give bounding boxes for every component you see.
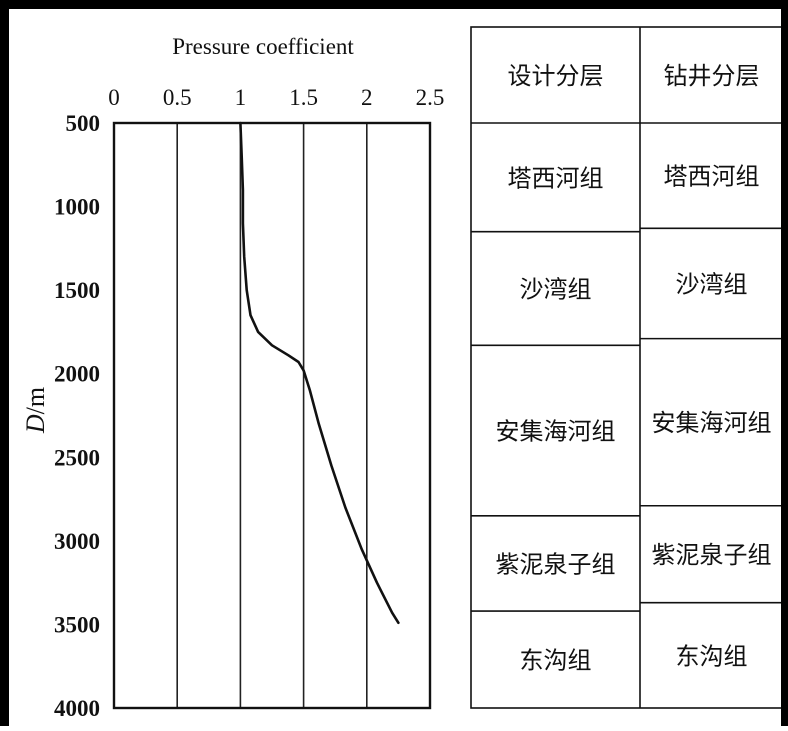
x-tick-label: 0.5 bbox=[163, 85, 192, 110]
y-tick-label: 500 bbox=[66, 111, 101, 136]
x-tick-labels: 0 0.5 1 1.5 2 2.5 bbox=[108, 85, 444, 110]
frame-border-right bbox=[781, 0, 788, 726]
y-tick-labels: 500 1000 1500 2000 2500 3000 3500 4000 bbox=[54, 111, 100, 721]
stratum-label: 东沟组 bbox=[520, 648, 592, 675]
stratum-label: 塔西河组 bbox=[508, 165, 604, 192]
stratum-label: 沙湾组 bbox=[676, 271, 748, 298]
y-axis-label-symbol: D bbox=[21, 414, 50, 434]
stratum-label: 紫泥泉子组 bbox=[652, 542, 772, 569]
stratum-label: 沙湾组 bbox=[520, 276, 592, 303]
x-tick-label: 1 bbox=[235, 85, 247, 110]
y-axis-label-unit: /m bbox=[21, 387, 50, 414]
y-tick-label: 1000 bbox=[54, 195, 100, 220]
stratum-label: 安集海河组 bbox=[652, 410, 772, 437]
y-tick-label: 4000 bbox=[54, 696, 100, 721]
y-tick-label: 2500 bbox=[54, 445, 100, 470]
x-tick-label: 1.5 bbox=[289, 85, 318, 110]
stratum-label: 安集海河组 bbox=[496, 419, 616, 446]
table-header-cell: 钻井分层 bbox=[664, 63, 760, 90]
x-tick-label: 2 bbox=[361, 85, 373, 110]
frame-border-left bbox=[0, 0, 9, 726]
stratum-label: 紫泥泉子组 bbox=[496, 551, 616, 578]
gridlines bbox=[176, 123, 368, 708]
y-axis-label: D/m bbox=[21, 387, 50, 434]
y-tick-label: 3000 bbox=[54, 529, 100, 554]
y-tick-label: 1500 bbox=[54, 278, 100, 303]
stratum-label: 塔西河组 bbox=[664, 164, 760, 191]
plot-area-frame bbox=[112, 121, 432, 710]
frame-border-top bbox=[0, 0, 788, 9]
x-tick-label: 2.5 bbox=[416, 85, 445, 110]
stratum-label: 东沟组 bbox=[676, 643, 748, 670]
x-tick-label: 0 bbox=[108, 85, 120, 110]
table-frame bbox=[470, 26, 784, 709]
y-tick-label: 3500 bbox=[54, 612, 100, 637]
y-tick-label: 2000 bbox=[54, 362, 100, 387]
pressure-coefficient-curve bbox=[239, 121, 400, 625]
chart-title: Pressure coefficient bbox=[172, 34, 354, 59]
table-header-cell: 设计分层 bbox=[508, 63, 604, 90]
